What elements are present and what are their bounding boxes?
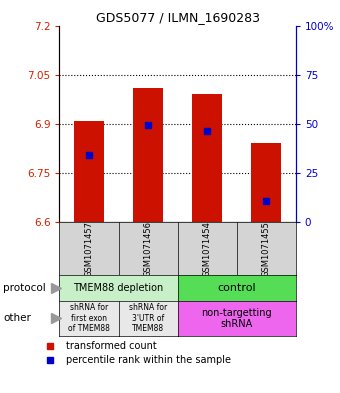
Title: GDS5077 / ILMN_1690283: GDS5077 / ILMN_1690283 bbox=[96, 11, 260, 24]
Bar bbox=[252, 143, 281, 222]
Text: transformed count: transformed count bbox=[66, 341, 157, 351]
Text: GSM1071454: GSM1071454 bbox=[203, 220, 212, 277]
Text: GSM1071455: GSM1071455 bbox=[262, 220, 271, 277]
Text: non-targetting
shRNA: non-targetting shRNA bbox=[201, 308, 272, 329]
Bar bbox=[192, 94, 222, 222]
Text: GSM1071457: GSM1071457 bbox=[85, 220, 94, 277]
Text: other: other bbox=[3, 313, 31, 323]
Text: GSM1071456: GSM1071456 bbox=[143, 220, 153, 277]
Text: control: control bbox=[217, 283, 256, 293]
Text: shRNA for
first exon
of TMEM88: shRNA for first exon of TMEM88 bbox=[68, 303, 110, 333]
Text: percentile rank within the sample: percentile rank within the sample bbox=[66, 355, 231, 365]
Bar bbox=[133, 88, 163, 222]
Text: TMEM88 depletion: TMEM88 depletion bbox=[73, 283, 164, 293]
Bar bbox=[74, 121, 104, 222]
Text: protocol: protocol bbox=[3, 283, 46, 293]
Text: shRNA for
3'UTR of
TMEM88: shRNA for 3'UTR of TMEM88 bbox=[129, 303, 167, 333]
